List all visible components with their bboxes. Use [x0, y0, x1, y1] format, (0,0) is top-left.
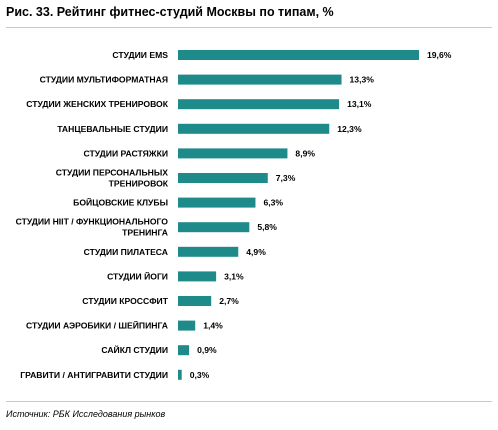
value-label: 2,7% — [219, 296, 239, 306]
bar — [178, 197, 256, 208]
value-label: 4,9% — [246, 247, 266, 257]
value-label: 12,3% — [337, 124, 362, 134]
category-label: СТУДИИ ЖЕНСКИХ ТРЕНИРОВОК — [26, 99, 169, 109]
category-label: СТУДИИ КРОССФИТ — [82, 296, 168, 306]
category-label: СТУДИИ РАСТЯЖКИ — [84, 148, 168, 158]
category-label: СТУДИИ АЭРОБИКИ / ШЕЙПИНГА — [26, 320, 168, 331]
bar — [178, 320, 196, 331]
bar — [178, 246, 239, 257]
bar — [178, 123, 330, 134]
category-label: СТУДИИ МУЛЬТИФОРМАТНАЯ — [40, 75, 168, 85]
value-label: 0,9% — [197, 345, 217, 355]
bottom-divider — [6, 401, 492, 402]
bar — [178, 369, 182, 380]
category-label: СТУДИИ ЙОГИ — [107, 270, 168, 281]
bar — [178, 50, 419, 60]
bar — [178, 173, 268, 183]
value-label: 1,4% — [203, 321, 223, 331]
bar-chart: СТУДИИ EMS 19,6% СТУДИИ МУЛЬТИФОРМАТНАЯ 13,… — [16, 50, 452, 380]
value-label: 6,3% — [263, 198, 283, 208]
category-label: СТУДИИ ПИЛАТЕСА — [84, 247, 168, 257]
bar — [178, 148, 288, 159]
chart-title: Рис. 33. Рейтинг фитнес-студий Москвы по… — [6, 5, 334, 19]
bar — [178, 345, 190, 356]
value-label: 13,1% — [347, 99, 372, 109]
category-label: ТАНЦЕВАЛЬНЫЕ СТУДИИ — [57, 124, 168, 134]
category-label: ГРАВИТИ / АНТИГРАВИТИ СТУДИИ — [20, 370, 168, 380]
bar — [178, 74, 342, 85]
bar — [178, 271, 217, 282]
source-note: Источник: РБК Исследования рынков — [6, 409, 166, 419]
value-label: 19,6% — [427, 50, 452, 60]
bar — [178, 296, 212, 306]
value-label: 5,8% — [257, 222, 277, 232]
top-divider — [6, 27, 492, 28]
category-label: СТУДИИ HIIT / ФУНКЦИОНАЛЬНОГО ТРЕНИНГА — [16, 217, 169, 238]
value-label: 7,3% — [276, 173, 296, 183]
bar — [178, 222, 250, 233]
category-label: БОЙЦОВСКИЕ КЛУБЫ — [73, 197, 168, 208]
bar — [178, 99, 340, 110]
value-label: 8,9% — [295, 148, 315, 158]
category-label: СТУДИИ EMS — [112, 50, 168, 60]
value-label: 0,3% — [190, 370, 210, 380]
category-label: СТУДИИ ПЕРСОНАЛЬНЫХ ТРЕНИРОВОК — [56, 168, 169, 189]
value-label: 13,3% — [350, 75, 375, 85]
value-label: 3,1% — [224, 271, 244, 281]
category-label: САЙКЛ СТУДИИ — [101, 344, 168, 355]
